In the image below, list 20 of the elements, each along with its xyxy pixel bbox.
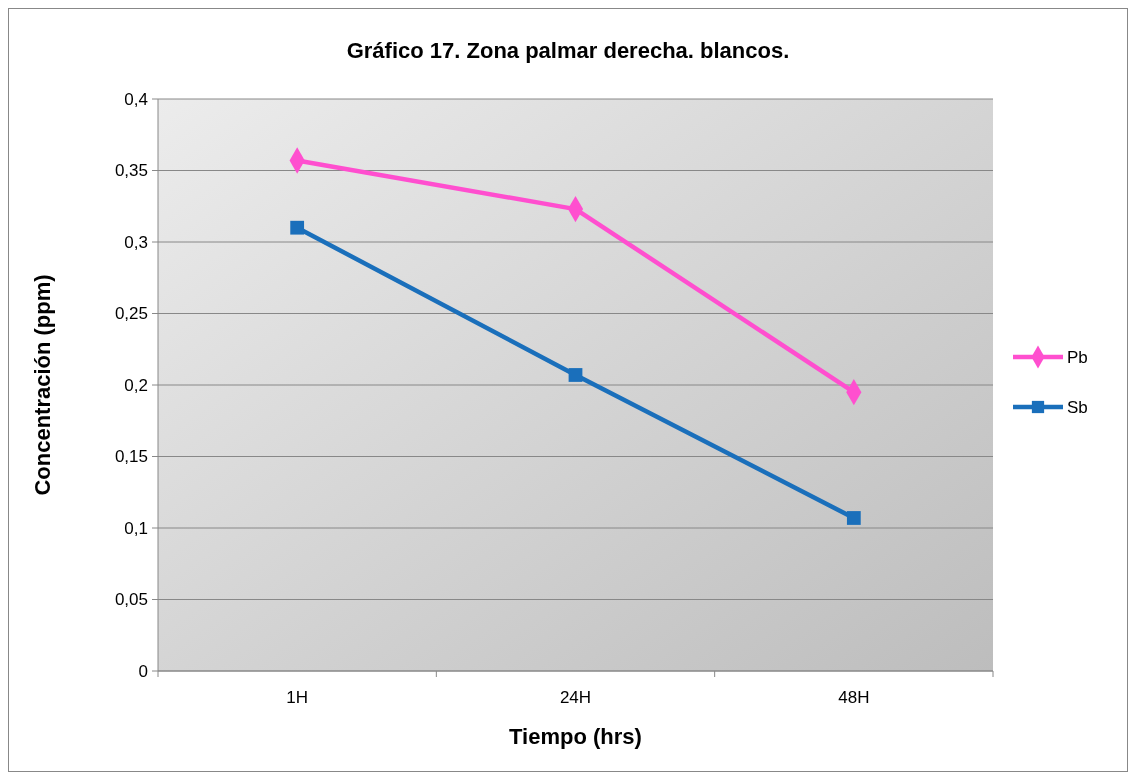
y-tick-label: 0,4 — [124, 89, 148, 109]
y-tick-label: 0,1 — [124, 518, 148, 538]
y-tick-label: 0,3 — [124, 232, 148, 252]
legend-label: Pb — [1067, 347, 1088, 367]
y-tick-label: 0,05 — [114, 590, 148, 610]
point — [568, 368, 583, 382]
x-axis-title: Tiempo (hrs) — [509, 724, 642, 749]
point — [846, 511, 861, 525]
x-tick-label: 1H — [286, 688, 309, 707]
x-tick-label: 24H — [559, 688, 592, 707]
x-tick-label: 48H — [838, 688, 870, 707]
y-tick-label: 0,25 — [114, 304, 148, 324]
point — [290, 220, 305, 235]
y-tick-label: 0,15 — [114, 447, 148, 467]
y-tick-label: 0 — [138, 661, 148, 681]
y-tick-label: 0,35 — [114, 161, 148, 181]
y-axis-title: Concentración (ppm) — [30, 274, 55, 496]
legend-label: Sb — [1067, 397, 1088, 417]
chart-title: Gráfico 17. Zona palmar derecha. blancos. — [346, 38, 790, 63]
y-tick-label: 0,2 — [124, 375, 148, 395]
